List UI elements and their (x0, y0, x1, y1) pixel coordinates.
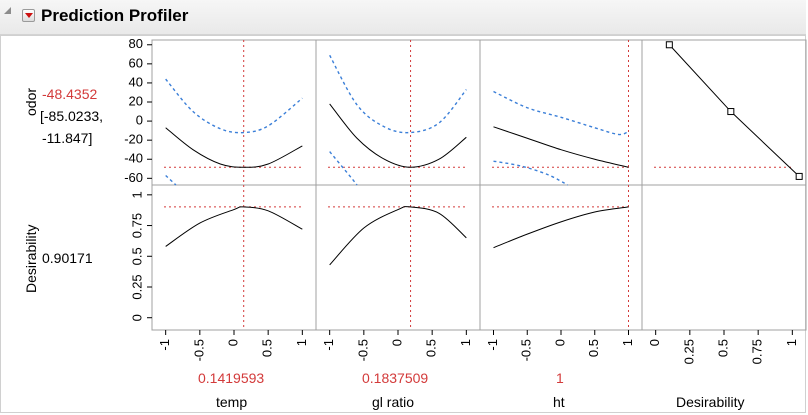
x-tick-label: 1 (458, 339, 473, 346)
odor-current-value: -48.4352 (42, 86, 98, 102)
odor-interval-high: -11.847] (42, 130, 93, 146)
factor-value-ht[interactable]: 1 (556, 370, 564, 386)
x-tick-label: -0.5 (191, 339, 206, 361)
prediction-curve (493, 206, 629, 249)
prediction-curve (165, 206, 303, 247)
y-tick-label: 40 (129, 74, 143, 89)
y-tick-label: 0.75 (129, 213, 144, 238)
prediction-curve (493, 126, 629, 168)
y-tick-label: 0.5 (129, 247, 144, 265)
profiler-panel (0, 35, 806, 413)
confidence-lower-curve (493, 160, 569, 186)
x-tick-label: 1 (620, 339, 635, 346)
x-tick-label: -1 (485, 339, 500, 351)
factor-value-gl-ratio[interactable]: 0.1837509 (362, 370, 429, 386)
y-tick-label: 80 (129, 36, 143, 51)
x-tick-label: -0.5 (355, 339, 370, 361)
red-triangle-menu-icon[interactable] (22, 9, 35, 22)
y-tick-label: 0 (129, 314, 144, 321)
prediction-curve (329, 206, 467, 266)
factor-name-gl-ratio: gl ratio (372, 394, 415, 410)
odor-interval-low: [-85.0233, (40, 108, 104, 124)
factor-name-desirability: Desirability (676, 394, 745, 410)
confidence-lower-curve (329, 151, 358, 186)
x-tick-label: 1 (784, 339, 799, 346)
prediction-curve (329, 103, 467, 168)
x-tick-label: 0.5 (424, 339, 439, 357)
plot-cell-frame (315, 39, 481, 186)
x-tick-label: 1 (294, 339, 309, 346)
desirability-handle (795, 172, 803, 180)
y-tick-label: 1 (129, 191, 144, 198)
x-tick-label: -1 (157, 339, 172, 351)
x-tick-label: -1 (321, 339, 336, 351)
desirability-handle (665, 41, 673, 49)
plot-cell-frame (641, 39, 807, 186)
y-tick-label: 0.25 (129, 274, 144, 299)
factor-name-temp: temp (216, 394, 248, 410)
x-tick-label: 0.5 (586, 339, 601, 357)
confidence-upper-curve (329, 54, 467, 134)
y-tick-label: 0 (136, 113, 143, 128)
plot-cell-frame (151, 39, 317, 186)
confidence-upper-curve (493, 90, 629, 136)
factor-value-temp[interactable]: 0.1419593 (198, 370, 265, 386)
desirability-current-value: 0.90171 (42, 250, 93, 266)
disclosure-triangle-icon[interactable] (4, 7, 11, 14)
x-tick-label: 0 (389, 339, 404, 346)
x-tick-label: -0.5 (519, 339, 534, 361)
confidence-upper-curve (165, 78, 303, 134)
prediction-curve (165, 127, 303, 168)
y-tick-label: -60 (124, 170, 143, 185)
profiler-title-bar: Prediction Profiler (0, 0, 806, 35)
x-tick-label: 0.25 (681, 339, 696, 364)
x-tick-label: 0.75 (750, 339, 765, 364)
factor-name-ht: ht (553, 394, 565, 410)
y-tick-label: 60 (129, 55, 143, 70)
plot-cell-frame (641, 184, 807, 331)
y-tick-label: -20 (124, 132, 143, 147)
x-tick-label: 0.5 (260, 339, 275, 357)
page-title: Prediction Profiler (41, 6, 189, 25)
y-tick-label: -40 (124, 151, 143, 166)
desirability-handle (727, 108, 735, 116)
plot-cell-frame (479, 39, 643, 186)
x-tick-label: 0 (647, 339, 662, 346)
y-tick-label: 20 (129, 93, 143, 108)
x-tick-label: 0.5 (715, 339, 730, 357)
confidence-lower-curve (165, 174, 177, 186)
x-tick-label: 0 (552, 339, 567, 346)
x-tick-label: 0 (225, 339, 240, 346)
